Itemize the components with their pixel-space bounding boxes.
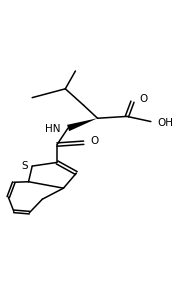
- Text: S: S: [22, 161, 28, 171]
- Text: O: O: [90, 136, 98, 146]
- Polygon shape: [67, 118, 98, 131]
- Text: OH: OH: [157, 118, 173, 128]
- Text: HN: HN: [45, 124, 61, 133]
- Text: O: O: [139, 94, 147, 104]
